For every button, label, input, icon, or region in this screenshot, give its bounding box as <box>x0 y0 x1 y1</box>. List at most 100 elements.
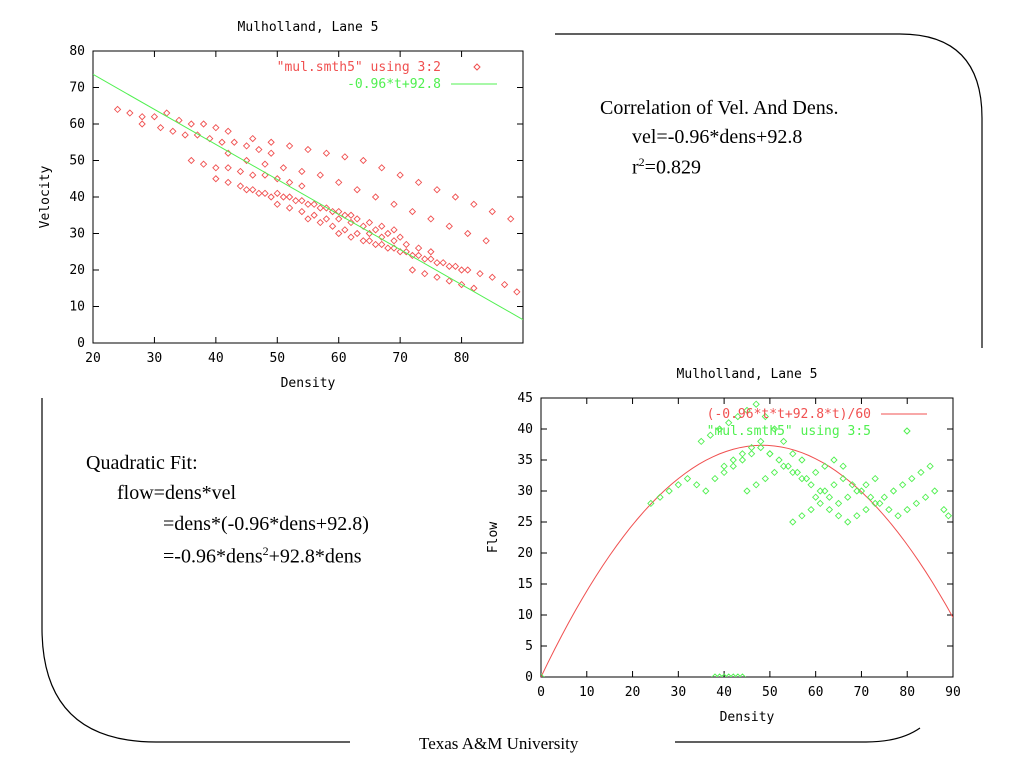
velocity-density-chart: Mulholland, Lane 5 20 30 40 50 60 70 80 0 10 20 30 4… <box>38 20 524 391</box>
chart1-data-point <box>347 211 355 219</box>
chart2-data-point <box>862 481 870 489</box>
chart2-data-point <box>926 462 934 470</box>
chart2-data-point <box>729 456 737 464</box>
chart2-data-point <box>729 462 737 470</box>
chart2-data-point <box>738 450 747 458</box>
chart2-data-point <box>857 487 866 495</box>
chart2-data-point <box>752 481 760 489</box>
quadratic-line-2: =dens*(-0.96*dens+92.8) <box>163 513 369 535</box>
chart1-data-point <box>199 120 208 128</box>
chart1-plot-area <box>93 73 523 321</box>
chart1-data-point <box>322 149 331 157</box>
chart2-data-point <box>853 512 861 520</box>
chart1-data-point <box>150 113 159 121</box>
chart1-data-point <box>476 270 484 278</box>
chart2-data-point <box>702 487 710 495</box>
chart1-data-point <box>408 251 417 260</box>
chart2-data-point <box>821 462 829 470</box>
chart1-ytick-label: 0 <box>77 336 85 351</box>
chart1-data-point <box>138 113 146 121</box>
chart2-data-point <box>541 673 545 677</box>
chart2-data-point <box>899 481 907 489</box>
chart2-ylabel: Flow <box>486 522 501 553</box>
chart1-data-point <box>249 171 257 179</box>
chart1-data-point <box>279 164 288 172</box>
chart1-data-point <box>513 288 521 296</box>
chart1-data-point <box>378 222 386 230</box>
chart1-data-point <box>457 266 466 274</box>
chart1-data-point <box>433 186 441 194</box>
chart2-data-point <box>725 419 733 427</box>
chart1-data-point <box>390 237 398 245</box>
chart2-data-point <box>715 425 724 433</box>
chart1-data-point <box>445 262 453 270</box>
chart2-data-point <box>743 406 751 415</box>
chart1-ylabel: Velocity <box>38 166 53 229</box>
chart2-xtick-label: 40 <box>716 685 732 700</box>
chart2-data-point <box>761 474 769 483</box>
chart2-data-point <box>720 462 728 470</box>
chart1-data-point <box>169 127 177 135</box>
r-value: =0.829 <box>644 156 701 179</box>
chart1-data-point <box>390 226 398 234</box>
chart1-data-point <box>402 240 410 249</box>
chart2-ytick-label: 20 <box>517 546 533 561</box>
chart2-ytick-label: 40 <box>517 422 533 437</box>
chart1-data-point <box>464 229 472 238</box>
chart1-data-point <box>156 124 165 132</box>
correlation-equation: vel=-0.96*dens+92.8 <box>632 126 803 148</box>
chart2-data-point <box>812 468 820 477</box>
chart2-data-point <box>908 474 916 483</box>
chart2-series-line-0 <box>541 444 953 677</box>
chart2-data-point <box>757 437 765 446</box>
chart2-data-point <box>789 468 797 477</box>
chart1-data-point <box>353 215 361 223</box>
chart2-xtick-label: 20 <box>625 685 641 700</box>
chart2-data-point <box>871 474 879 483</box>
chart1-data-point <box>236 167 245 176</box>
chart1-data-point <box>206 134 214 143</box>
chart2-data-point <box>738 456 747 464</box>
chart2-xtick-label: 90 <box>945 685 961 700</box>
chart1-data-point <box>482 237 490 245</box>
frame-top-right-curve <box>555 33 983 348</box>
chart1-data-point <box>378 240 386 249</box>
chart1-data-point <box>328 207 337 216</box>
chart1-ytick-label: 80 <box>69 44 85 59</box>
chart1-data-point <box>359 156 367 165</box>
chart2-data-point <box>839 462 847 470</box>
chart2-title: Mulholland, Lane 5 <box>677 367 818 382</box>
chart1-xtick-label: 40 <box>208 351 224 366</box>
chart2-data-point <box>766 450 774 458</box>
chart2-data-point <box>885 505 893 514</box>
chart1-xtick-label: 20 <box>85 351 101 366</box>
chart2-data-point <box>693 481 701 489</box>
chart1-data-point <box>328 222 337 230</box>
chart2-ytick-label: 35 <box>517 453 533 468</box>
chart1-legend-label-1: -0.96*t+92.8 <box>347 77 441 92</box>
chart2-xtick-label: 70 <box>854 685 870 700</box>
chart2-ytick-label: 10 <box>517 608 533 623</box>
chart1-data-point <box>445 277 453 285</box>
chart1-data-point <box>242 142 251 150</box>
chart1-data-point <box>353 229 361 238</box>
chart1-data-point <box>292 197 300 205</box>
chart2-data-point <box>816 499 824 508</box>
chart1-data-point <box>261 160 269 168</box>
chart2-ytick-label: 5 <box>525 639 533 654</box>
chart1-data-point <box>322 204 331 212</box>
chart1-ytick-label: 50 <box>69 154 85 169</box>
chart2-data-point <box>770 468 779 477</box>
chart1-data-point <box>488 273 496 281</box>
quadratic-line-3-b: +92.8*dens <box>268 545 362 568</box>
chart2-xlabel: Density <box>720 710 775 725</box>
chart1-ytick-label: 10 <box>69 300 85 315</box>
chart2-data-point <box>674 481 682 489</box>
chart2-data-point <box>747 450 756 458</box>
chart2-ytick-label: 25 <box>517 515 533 530</box>
chart1-xtick-label: 30 <box>147 351 163 366</box>
chart2-data-point <box>830 456 838 464</box>
chart2-plot-area <box>541 400 953 677</box>
chart1-data-point <box>359 237 367 245</box>
chart1-data-point <box>488 207 496 216</box>
